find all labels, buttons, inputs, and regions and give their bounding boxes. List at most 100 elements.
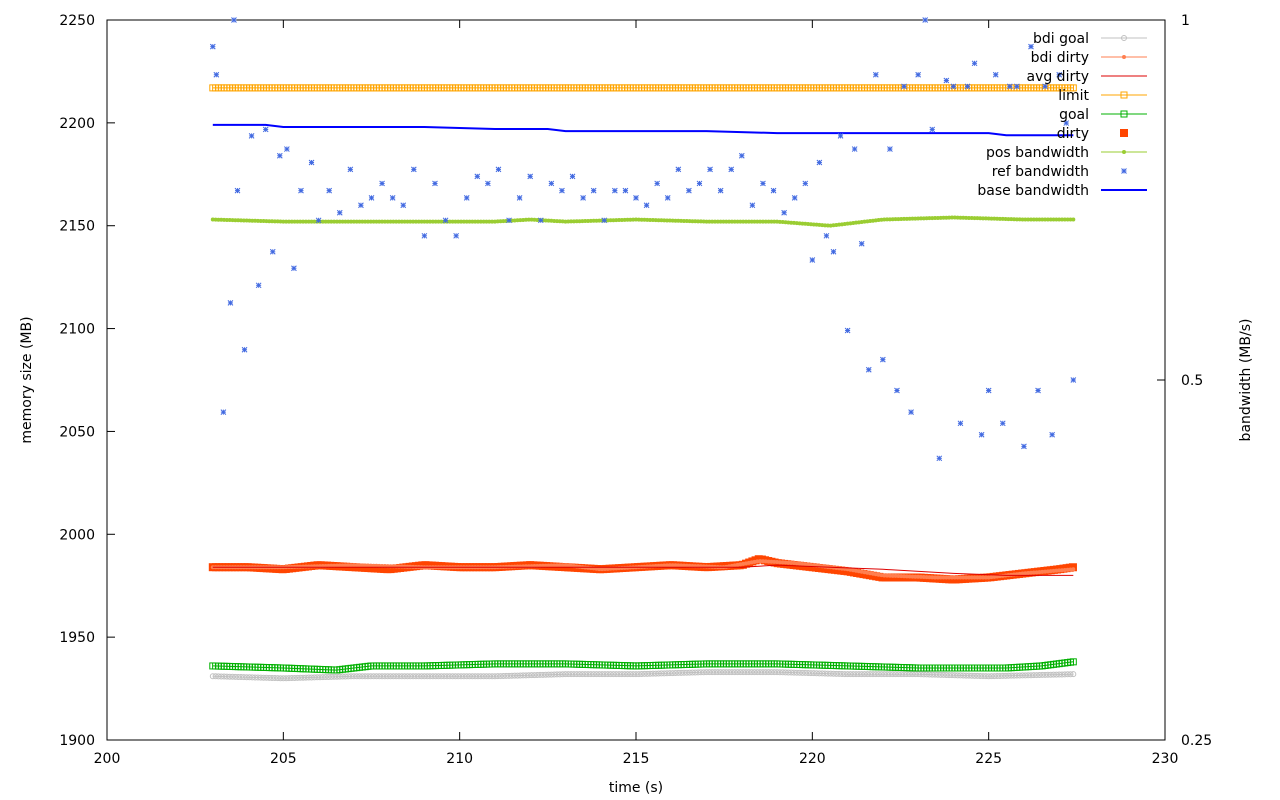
legend-label-ref-bandwidth: ref bandwidth — [992, 164, 1089, 180]
point-bdi-goal — [664, 670, 671, 677]
point-bdi-dirty — [758, 559, 763, 564]
point-bdi-goal — [223, 673, 230, 680]
point-bdi-dirty — [983, 575, 988, 580]
y-tick-label: 2200 — [59, 116, 95, 132]
point-bdi-dirty — [927, 575, 932, 580]
point-pos-bandwidth — [501, 219, 506, 224]
point-bdi-goal — [841, 671, 848, 678]
point-pos-bandwidth — [930, 216, 935, 221]
point-pos-bandwidth — [727, 219, 732, 224]
point-bdi-goal — [404, 673, 411, 680]
point-ref-bandwidth — [1021, 443, 1027, 450]
point-bdi-dirty — [662, 563, 667, 568]
point-pos-bandwidth — [555, 219, 560, 224]
point-pos-bandwidth — [312, 219, 317, 224]
point-bdi-goal — [771, 669, 778, 676]
point-pos-bandwidth — [693, 219, 698, 224]
point-bdi-goal — [954, 672, 961, 679]
point-bdi-goal — [452, 673, 459, 680]
point-ref-bandwidth — [950, 83, 957, 90]
point-bdi-dirty — [966, 575, 971, 580]
point-bdi-goal — [545, 671, 552, 678]
point-bdi-goal — [390, 673, 397, 680]
point-pos-bandwidth — [363, 219, 368, 224]
point-bdi-goal — [802, 669, 809, 676]
point-ref-bandwidth — [537, 217, 544, 224]
point-bdi-dirty — [896, 574, 901, 579]
point-pos-bandwidth — [216, 217, 221, 222]
point-pos-bandwidth — [608, 218, 613, 223]
point-pos-bandwidth — [332, 219, 337, 224]
point-ref-bandwidth — [284, 146, 290, 152]
point-pos-bandwidth — [696, 219, 701, 224]
point-bdi-goal — [621, 671, 628, 678]
point-bdi-dirty — [885, 573, 890, 578]
series-bdi-dirty — [210, 559, 1076, 580]
point-ref-bandwidth — [336, 209, 343, 216]
point-bdi-goal — [497, 673, 504, 680]
point-ref-bandwidth — [326, 187, 333, 194]
point-pos-bandwidth — [766, 219, 771, 224]
point-bdi-goal — [415, 673, 422, 680]
point-pos-bandwidth — [391, 219, 396, 224]
point-bdi-goal — [1064, 671, 1071, 678]
y-tick-label: 1950 — [59, 630, 95, 646]
point-ref-bandwidth — [421, 232, 428, 239]
point-bdi-goal — [438, 673, 445, 680]
point-pos-bandwidth — [286, 219, 291, 224]
point-pos-bandwidth — [729, 219, 734, 224]
legend-label-limit: limit — [1058, 88, 1089, 104]
point-pos-bandwidth — [478, 219, 483, 224]
x-tick-label: 225 — [975, 751, 1002, 767]
point-pos-bandwidth — [690, 219, 695, 224]
point-ref-bandwidth — [1006, 83, 1013, 90]
point-bdi-goal — [844, 671, 851, 678]
point-bdi-goal — [923, 671, 930, 678]
point-pos-bandwidth — [450, 219, 455, 224]
point-pos-bandwidth — [374, 219, 379, 224]
point-bdi-goal — [1033, 672, 1040, 679]
point-bdi-goal — [836, 670, 843, 677]
point-bdi-goal — [508, 672, 515, 679]
point-bdi-dirty — [1071, 567, 1076, 572]
point-ref-bandwidth — [781, 209, 787, 216]
point-bdi-dirty — [676, 563, 681, 568]
point-bdi-goal — [1002, 672, 1009, 679]
point-pos-bandwidth — [532, 217, 537, 222]
point-ref-bandwidth — [887, 146, 893, 152]
point-bdi-dirty — [760, 559, 765, 564]
point-pos-bandwidth — [918, 216, 923, 221]
point-bdi-goal — [491, 673, 498, 680]
point-pos-bandwidth — [433, 219, 438, 224]
point-pos-bandwidth — [210, 217, 215, 222]
point-bdi-goal — [311, 674, 318, 681]
point-bdi-goal — [881, 671, 888, 678]
point-bdi-goal — [1036, 671, 1043, 678]
point-ref-bandwidth — [234, 187, 241, 194]
point-bdi-dirty — [557, 563, 562, 568]
point-pos-bandwidth — [653, 218, 658, 223]
point-bdi-dirty — [346, 563, 351, 568]
point-bdi-dirty — [681, 563, 686, 568]
series-layer — [208, 17, 1077, 682]
point-bdi-goal — [1044, 671, 1051, 678]
point-pos-bandwidth — [526, 217, 531, 222]
point-pos-bandwidth — [941, 215, 946, 220]
point-bdi-goal — [618, 671, 625, 678]
point-ref-bandwidth — [347, 166, 354, 173]
point-pos-bandwidth — [887, 217, 892, 222]
point-pos-bandwidth — [552, 218, 557, 223]
point-bdi-goal — [601, 671, 608, 678]
point-bdi-goal — [441, 673, 448, 680]
point-bdi-dirty — [679, 563, 684, 568]
point-bdi-goal — [249, 674, 256, 681]
point-bdi-goal — [779, 669, 786, 676]
point-ref-bandwidth — [298, 187, 304, 194]
point-pos-bandwidth — [346, 219, 351, 224]
point-bdi-goal — [717, 669, 724, 676]
point-pos-bandwidth — [425, 219, 430, 224]
point-bdi-goal — [875, 671, 882, 678]
point-pos-bandwidth — [899, 217, 904, 222]
legend-marker-pos-bandwidth — [1122, 150, 1126, 154]
point-pos-bandwidth — [258, 218, 263, 223]
